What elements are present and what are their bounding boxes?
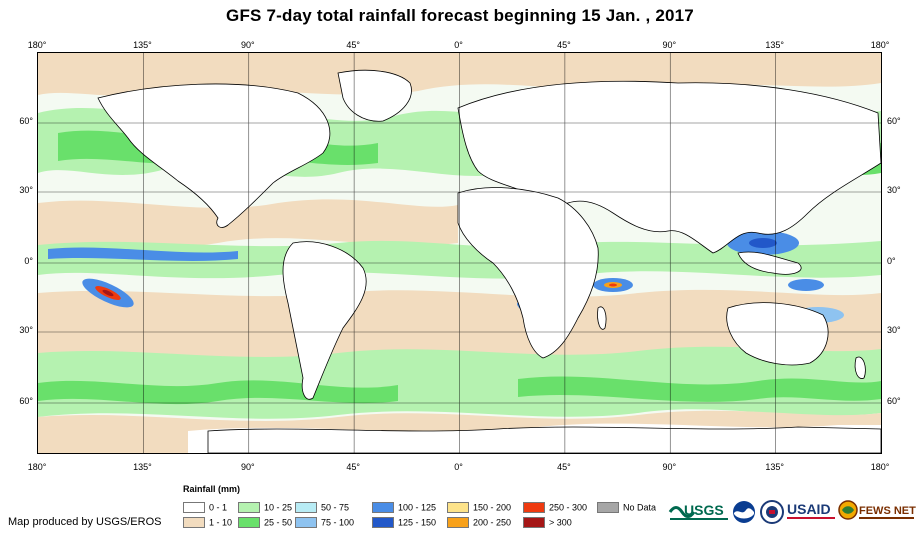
legend-swatch — [183, 517, 205, 529]
legend-label: 125 - 150 — [398, 517, 437, 528]
legend-label: 100 - 125 — [398, 502, 437, 513]
legend-label: 0 - 1 — [209, 502, 228, 513]
latitude-label: 30° — [887, 185, 901, 195]
usaid-logo: USAID — [787, 501, 835, 519]
latitude-label: 60° — [887, 396, 901, 406]
latitude-label: 30° — [19, 185, 33, 195]
noaa-logo — [733, 501, 755, 523]
legend-swatch — [183, 502, 205, 514]
legend-item: 150 - 200 — [447, 502, 512, 514]
latitude-label: 0° — [887, 256, 896, 266]
legend-swatch — [447, 502, 469, 514]
north-america — [97, 83, 331, 228]
legend-item: 75 - 100 — [295, 517, 355, 529]
legend-label: 75 - 100 — [321, 517, 355, 528]
longitude-label: 0° — [454, 40, 463, 50]
legend-item: No Data — [597, 502, 657, 514]
latitude-label: 30° — [887, 325, 901, 335]
longitude-label: 180° — [870, 462, 890, 472]
latitude-label: 60° — [19, 116, 33, 126]
legend-label: 25 - 50 — [264, 517, 293, 528]
legend-swatch — [523, 502, 545, 514]
credit-text: Map produced by USGS/EROS — [8, 516, 162, 528]
fews-net-logo-text: FEWS NET — [859, 505, 916, 517]
latitude-label: 60° — [19, 396, 33, 406]
longitude-label: 45° — [557, 40, 571, 50]
legend-swatch — [238, 517, 260, 529]
legend-item: 10 - 25 — [238, 502, 293, 514]
legend-item: 1 - 10 — [183, 517, 233, 529]
legend-item: 100 - 125 — [372, 502, 437, 514]
legend-label: No Data — [623, 502, 657, 513]
graticule-grid — [38, 53, 881, 453]
fews-net-logo: FEWS NET — [838, 500, 916, 520]
map-title: GFS 7-day total rainfall forecast beginn… — [226, 6, 694, 25]
longitude-label: 90° — [662, 40, 677, 50]
longitude-label: 135° — [133, 462, 152, 472]
usaid-seal — [760, 500, 784, 524]
latitude-label: 0° — [24, 256, 33, 266]
legend-item: 0 - 1 — [183, 502, 228, 514]
legend-swatch — [372, 502, 394, 514]
usgs-logo: USGS — [668, 502, 728, 520]
legend-swatch — [372, 517, 394, 529]
legend-item: 200 - 250 — [447, 517, 512, 529]
legend-swatch — [447, 517, 469, 529]
legend-label: > 300 — [549, 517, 572, 528]
longitude-label: 45° — [557, 462, 571, 472]
longitude-label: 135° — [765, 462, 784, 472]
longitude-label: 180° — [27, 40, 47, 50]
longitude-label: 0° — [454, 462, 463, 472]
new-zealand — [854, 356, 866, 379]
legend-swatch — [295, 517, 317, 529]
legend-label: 150 - 200 — [473, 502, 512, 513]
continents — [97, 69, 881, 453]
legend-item: 25 - 50 — [238, 517, 293, 529]
longitude-label: 90° — [240, 40, 255, 50]
longitude-label: 90° — [240, 462, 255, 472]
longitude-label: 135° — [765, 40, 784, 50]
longitude-label: 45° — [346, 462, 360, 472]
legend-item: 250 - 300 — [523, 502, 588, 514]
latitude-label: 60° — [887, 116, 901, 126]
longitude-label: 135° — [133, 40, 152, 50]
legend-label: 250 - 300 — [549, 502, 588, 513]
legend-item: 50 - 75 — [295, 502, 350, 514]
south-america — [282, 241, 367, 400]
longitude-label: 90° — [662, 462, 677, 472]
longitude-label: 180° — [27, 462, 47, 472]
usaid-logo-text: USAID — [787, 501, 831, 517]
legend-swatch — [238, 502, 260, 514]
africa — [457, 187, 599, 359]
legend-label: 50 - 75 — [321, 502, 350, 513]
madagascar — [597, 306, 607, 330]
antarctica — [207, 426, 881, 453]
legend-swatch — [295, 502, 317, 514]
legend-swatch — [597, 502, 619, 514]
legend-label: 10 - 25 — [264, 502, 293, 513]
rainfall-map — [37, 52, 882, 454]
longitude-label: 180° — [870, 40, 890, 50]
legend-item: > 300 — [523, 517, 572, 529]
australia — [726, 302, 829, 366]
latitude-label: 30° — [19, 325, 33, 335]
legend-label: 200 - 250 — [473, 517, 512, 528]
rainfall-map-canvas — [38, 53, 881, 453]
legend-item: 125 - 150 — [372, 517, 437, 529]
longitude-label: 45° — [346, 40, 360, 50]
usgs-logo-text: USGS — [684, 502, 724, 518]
legend-label: 1 - 10 — [209, 517, 233, 528]
legend-title: Rainfall (mm) — [183, 484, 241, 494]
legend-swatch — [523, 517, 545, 529]
